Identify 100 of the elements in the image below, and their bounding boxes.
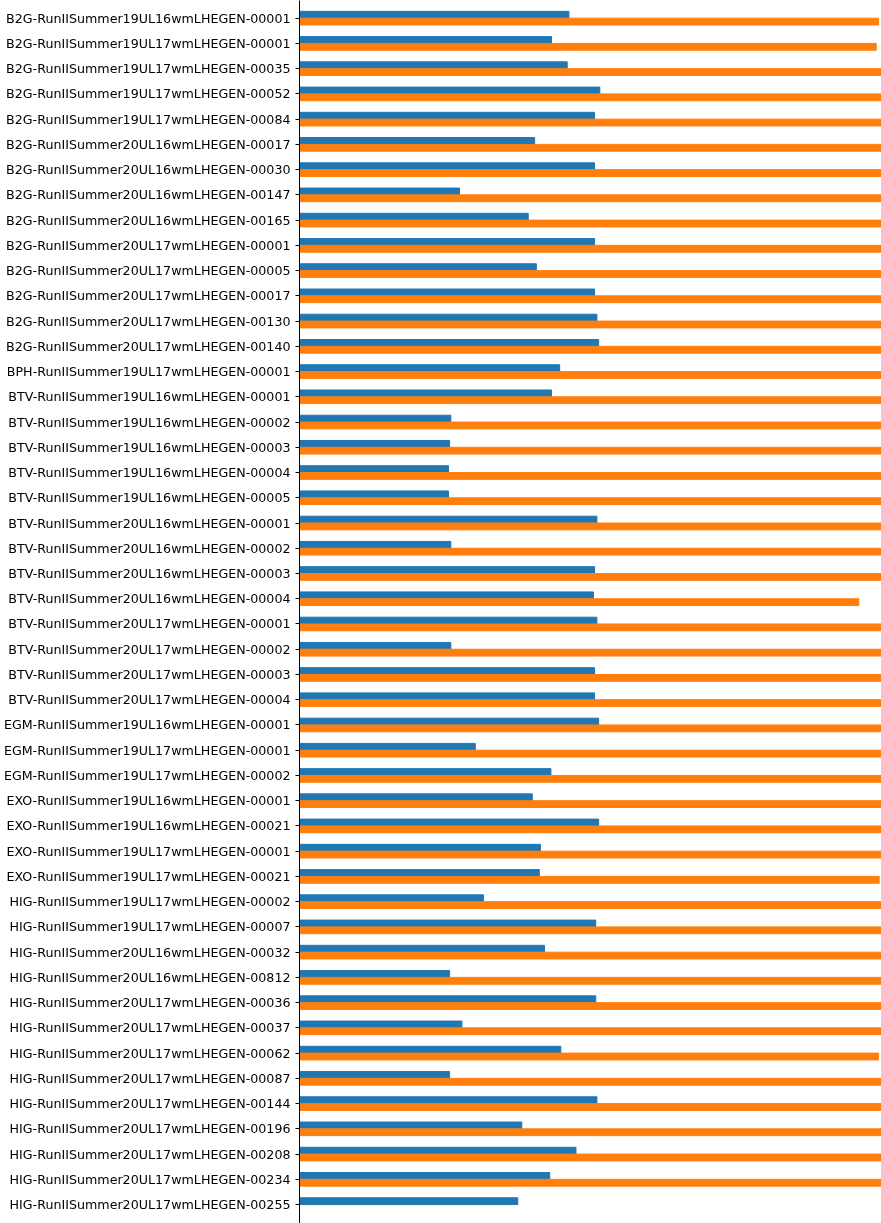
bar [299, 446, 881, 455]
y-tick-label: EGM-RunIISummer19UL17wmLHEGEN-00002 [3, 767, 291, 783]
bar [299, 598, 860, 607]
y-tick-label: HIG-RunIISummer20UL16wmLHEGEN-00032 [9, 944, 291, 960]
y-tick-label: HIG-RunIISummer20UL17wmLHEGEN-00144 [9, 1096, 291, 1112]
y-tick-label: B2G-RunIISummer19UL16wmLHEGEN-00001 [6, 10, 291, 26]
bar [299, 623, 881, 632]
y-tick-label: HIG-RunIISummer20UL17wmLHEGEN-00037 [9, 1020, 291, 1036]
y-tick-label: B2G-RunIISummer20UL16wmLHEGEN-00017 [6, 136, 291, 152]
y-tick-label: BTV-RunIISummer20UL16wmLHEGEN-00002 [8, 540, 291, 556]
bar [299, 573, 881, 581]
bar [299, 951, 881, 960]
bar [299, 93, 881, 102]
bar [299, 42, 877, 51]
bar [299, 1020, 463, 1029]
y-tick-label: HIG-RunIISummer20UL17wmLHEGEN-00255 [9, 1197, 291, 1213]
bar [299, 143, 881, 152]
bar [299, 61, 568, 70]
y-tick-label: B2G-RunIISummer20UL16wmLHEGEN-00030 [6, 162, 291, 178]
bar [299, 547, 881, 556]
bar [299, 219, 881, 228]
bar [299, 270, 881, 278]
bar [299, 850, 881, 859]
y-tick-label: B2G-RunIISummer20UL17wmLHEGEN-00001 [6, 237, 291, 253]
bar [299, 295, 881, 304]
bar [299, 194, 881, 203]
bar [299, 169, 881, 177]
y-tick-label: HIG-RunIISummer19UL17wmLHEGEN-00002 [9, 894, 291, 910]
y-tick-label: B2G-RunIISummer20UL17wmLHEGEN-00140 [6, 338, 291, 354]
bar [299, 976, 881, 985]
y-tick-label: BTV-RunIISummer20UL16wmLHEGEN-00004 [8, 591, 291, 607]
y-tick-label: BTV-RunIISummer20UL17wmLHEGEN-00003 [8, 666, 291, 682]
bar [299, 869, 540, 877]
y-tick-label: HIG-RunIISummer20UL17wmLHEGEN-00087 [9, 1070, 291, 1086]
bar [299, 1178, 881, 1187]
y-tick-label: B2G-RunIISummer20UL16wmLHEGEN-00147 [6, 187, 291, 203]
bar [299, 800, 881, 808]
y-tick-label: BTV-RunIISummer20UL17wmLHEGEN-00002 [8, 641, 291, 657]
bar [299, 749, 881, 758]
y-tick-label: EGM-RunIISummer19UL17wmLHEGEN-00001 [3, 742, 291, 758]
y-tick-label: B2G-RunIISummer19UL17wmLHEGEN-00001 [6, 35, 291, 51]
y-tick-label: B2G-RunIISummer20UL17wmLHEGEN-00005 [6, 263, 291, 279]
bar [299, 926, 881, 935]
y-tick-label: BTV-RunIISummer19UL16wmLHEGEN-00004 [8, 465, 291, 481]
y-tick-label: B2G-RunIISummer20UL17wmLHEGEN-00017 [6, 288, 291, 304]
bar [299, 774, 881, 783]
bar [299, 497, 881, 506]
bar [299, 1103, 881, 1111]
y-tick-label: HIG-RunIISummer20UL17wmLHEGEN-00196 [9, 1121, 291, 1137]
bar [299, 1197, 519, 1206]
y-tick-label: HIG-RunIISummer20UL17wmLHEGEN-00234 [9, 1171, 291, 1187]
bar [299, 17, 880, 26]
y-tick-label: HIG-RunIISummer20UL16wmLHEGEN-00812 [9, 969, 291, 985]
y-tick-label: B2G-RunIISummer20UL16wmLHEGEN-00165 [6, 212, 291, 228]
bar [299, 118, 881, 127]
bar [299, 244, 881, 253]
bar [299, 768, 552, 776]
bar [299, 421, 881, 430]
y-tick-label: HIG-RunIISummer20UL17wmLHEGEN-00208 [9, 1146, 291, 1162]
y-tick-label: EXO-RunIISummer19UL16wmLHEGEN-00021 [6, 818, 291, 834]
y-tick-label: BTV-RunIISummer20UL17wmLHEGEN-00001 [8, 616, 291, 632]
y-tick-label: B2G-RunIISummer20UL17wmLHEGEN-00130 [6, 313, 291, 329]
y-tick-label: HIG-RunIISummer19UL17wmLHEGEN-00007 [9, 919, 291, 935]
y-tick-label: BTV-RunIISummer19UL16wmLHEGEN-00001 [8, 389, 291, 405]
y-tick-label: BPH-RunIISummer19UL17wmLHEGEN-00001 [6, 364, 291, 380]
bar [299, 1077, 881, 1086]
y-tick-label: BTV-RunIISummer19UL16wmLHEGEN-00002 [8, 414, 291, 430]
bar [299, 396, 881, 405]
bar [299, 1002, 881, 1010]
y-tick-label: B2G-RunIISummer19UL17wmLHEGEN-00052 [6, 86, 291, 102]
bar [299, 1128, 881, 1137]
y-tick-label: B2G-RunIISummer19UL17wmLHEGEN-00035 [6, 61, 291, 77]
bar [299, 724, 881, 733]
y-tick-label: HIG-RunIISummer20UL17wmLHEGEN-00036 [9, 995, 291, 1011]
bar [299, 371, 881, 379]
y-tick-label: EXO-RunIISummer19UL17wmLHEGEN-00021 [6, 868, 291, 884]
bar [299, 1052, 880, 1061]
bar [299, 1027, 881, 1036]
y-tick-label: BTV-RunIISummer20UL16wmLHEGEN-00003 [8, 566, 291, 582]
bar [299, 699, 881, 708]
bar [299, 825, 881, 834]
y-tick-label: HIG-RunIISummer20UL17wmLHEGEN-00062 [9, 1045, 291, 1061]
y-tick-label: EGM-RunIISummer19UL16wmLHEGEN-00001 [3, 717, 291, 733]
bar [299, 10, 570, 19]
bar [299, 320, 881, 329]
bar [299, 472, 881, 480]
bar [299, 673, 881, 682]
bar [299, 875, 880, 884]
bar [299, 345, 881, 354]
bar [299, 901, 881, 909]
bar [299, 1153, 881, 1162]
bar [299, 793, 533, 802]
y-tick-label: BTV-RunIISummer20UL17wmLHEGEN-00004 [8, 692, 291, 708]
y-tick-label: EXO-RunIISummer19UL16wmLHEGEN-00001 [6, 793, 291, 809]
y-tick-label: EXO-RunIISummer19UL17wmLHEGEN-00001 [6, 843, 291, 859]
y-tick-label: BTV-RunIISummer19UL16wmLHEGEN-00005 [8, 490, 291, 506]
bar [299, 648, 881, 657]
bar [299, 1096, 598, 1105]
y-tick-label: BTV-RunIISummer20UL16wmLHEGEN-00001 [8, 515, 291, 531]
y-tick-label: B2G-RunIISummer19UL17wmLHEGEN-00084 [6, 111, 291, 127]
